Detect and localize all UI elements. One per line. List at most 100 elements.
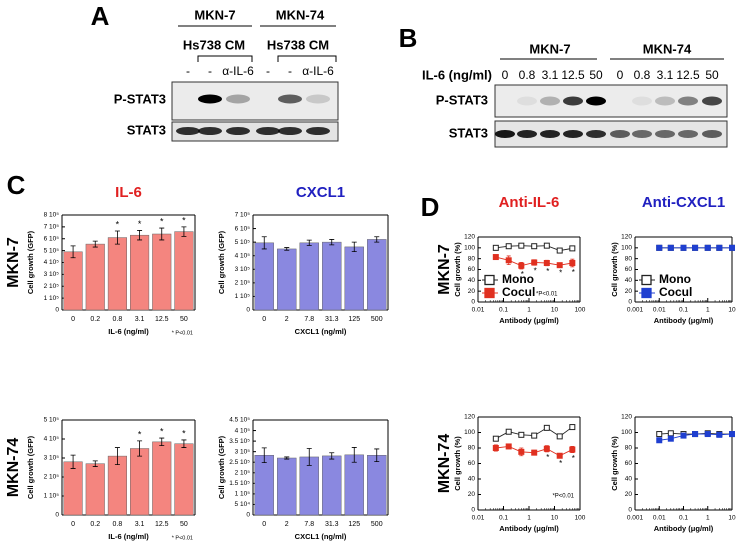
point — [556, 433, 563, 440]
point — [729, 244, 735, 251]
significance: * — [534, 266, 537, 275]
x-tick-label: 10 — [551, 515, 559, 522]
y-tick-label: 40 — [625, 476, 633, 483]
y-tick-label: 4.5 10⁵ — [229, 417, 250, 424]
significance: * — [182, 428, 186, 438]
error-bar — [329, 452, 335, 460]
point — [505, 443, 512, 450]
x-tick-label: 0.01 — [472, 307, 485, 314]
y-tick-label: 80 — [625, 445, 633, 452]
error-bar — [306, 448, 312, 466]
x-tick-label: 10 — [728, 515, 736, 522]
legend-swatch — [641, 287, 652, 299]
error-bar — [159, 227, 165, 241]
bar — [85, 243, 105, 311]
bar — [85, 463, 105, 516]
y-tick-label: 0 — [55, 307, 59, 314]
significance: * — [138, 429, 142, 439]
x-tick-label: 1 — [527, 515, 531, 522]
x-axis-label: CXCL1 (ng/ml) — [295, 327, 347, 336]
point — [692, 431, 699, 438]
x-tick-label: 3.1 — [135, 521, 145, 528]
note: *P<0.01 — [552, 494, 574, 500]
point — [556, 452, 563, 459]
y-tick-label: 0 — [55, 512, 59, 519]
point — [543, 424, 550, 431]
point — [656, 244, 663, 251]
bar — [344, 454, 364, 516]
point — [729, 431, 735, 438]
band — [655, 130, 675, 138]
y-tick-label: 120 — [621, 234, 632, 241]
lane-label: 0 — [502, 68, 509, 82]
point — [543, 242, 550, 249]
point — [716, 431, 723, 438]
point — [492, 435, 499, 442]
x-tick-label: 500 — [371, 521, 383, 528]
legend-swatch — [641, 274, 652, 286]
x-axis-label: Antibody (μg/ml) — [499, 524, 559, 533]
band — [702, 130, 722, 138]
x-tick-label: 0 — [262, 521, 266, 528]
significance: * — [559, 268, 562, 277]
y-tick-label: 4 10⁵ — [44, 436, 60, 443]
y-tick-label: 3 10⁵ — [235, 266, 251, 273]
y-tick-label: 0 — [246, 512, 250, 519]
point — [656, 431, 663, 438]
y-tick-label: 7 10⁵ — [44, 224, 60, 231]
band — [632, 96, 652, 106]
x-tick-label: 12.5 — [155, 316, 169, 323]
x-tick-label: 100 — [575, 515, 586, 522]
y-tick-label: 100 — [621, 429, 632, 436]
band — [517, 96, 537, 106]
row-label: STAT3 — [127, 122, 166, 137]
group-label: MKN-7 — [529, 41, 570, 56]
point — [569, 260, 576, 266]
band — [678, 96, 698, 106]
error-bar — [70, 245, 76, 259]
y-axis-label: Cell growth (%) — [453, 436, 462, 491]
error-bar — [261, 236, 267, 250]
lane-label: - — [208, 64, 212, 78]
band — [198, 127, 222, 135]
point — [716, 244, 723, 251]
group-label: MKN-74 — [643, 41, 692, 56]
y-tick-label: 1 10⁵ — [44, 295, 60, 302]
legend-label: Mono — [502, 272, 534, 286]
point — [667, 244, 674, 251]
point — [531, 243, 538, 250]
bar — [277, 248, 297, 311]
point — [569, 446, 576, 453]
x-tick-label: 0 — [71, 316, 75, 323]
chart-title: IL-6 — [115, 184, 142, 201]
legend-label: Cocul — [659, 285, 692, 299]
point — [518, 431, 525, 438]
band — [632, 130, 652, 138]
point — [556, 247, 563, 254]
y-tick-label: 120 — [464, 414, 475, 421]
band — [540, 96, 560, 106]
point — [492, 254, 499, 261]
error-bar — [306, 239, 312, 246]
y-tick-label: 1 10⁵ — [235, 293, 251, 300]
y-tick-label: 80 — [468, 445, 476, 452]
x-tick-label: 0.001 — [627, 307, 644, 314]
lane-label: 12.5 — [676, 68, 700, 82]
error-bar — [159, 437, 165, 447]
x-tick-label: 0.2 — [90, 316, 100, 323]
point — [680, 244, 687, 251]
bar — [152, 233, 172, 311]
band — [678, 130, 698, 138]
x-tick-label: 0.1 — [499, 307, 508, 314]
lane-label: 50 — [589, 68, 603, 82]
error-bar — [114, 447, 120, 466]
significance: * — [116, 219, 120, 229]
y-tick-label: 20 — [468, 288, 476, 295]
lane-label: 12.5 — [561, 68, 585, 82]
group-label: MKN-7 — [194, 7, 235, 22]
point — [692, 244, 699, 251]
point — [531, 449, 538, 456]
y-tick-label: 0 — [628, 507, 632, 514]
y-tick-label: 20 — [625, 491, 633, 498]
